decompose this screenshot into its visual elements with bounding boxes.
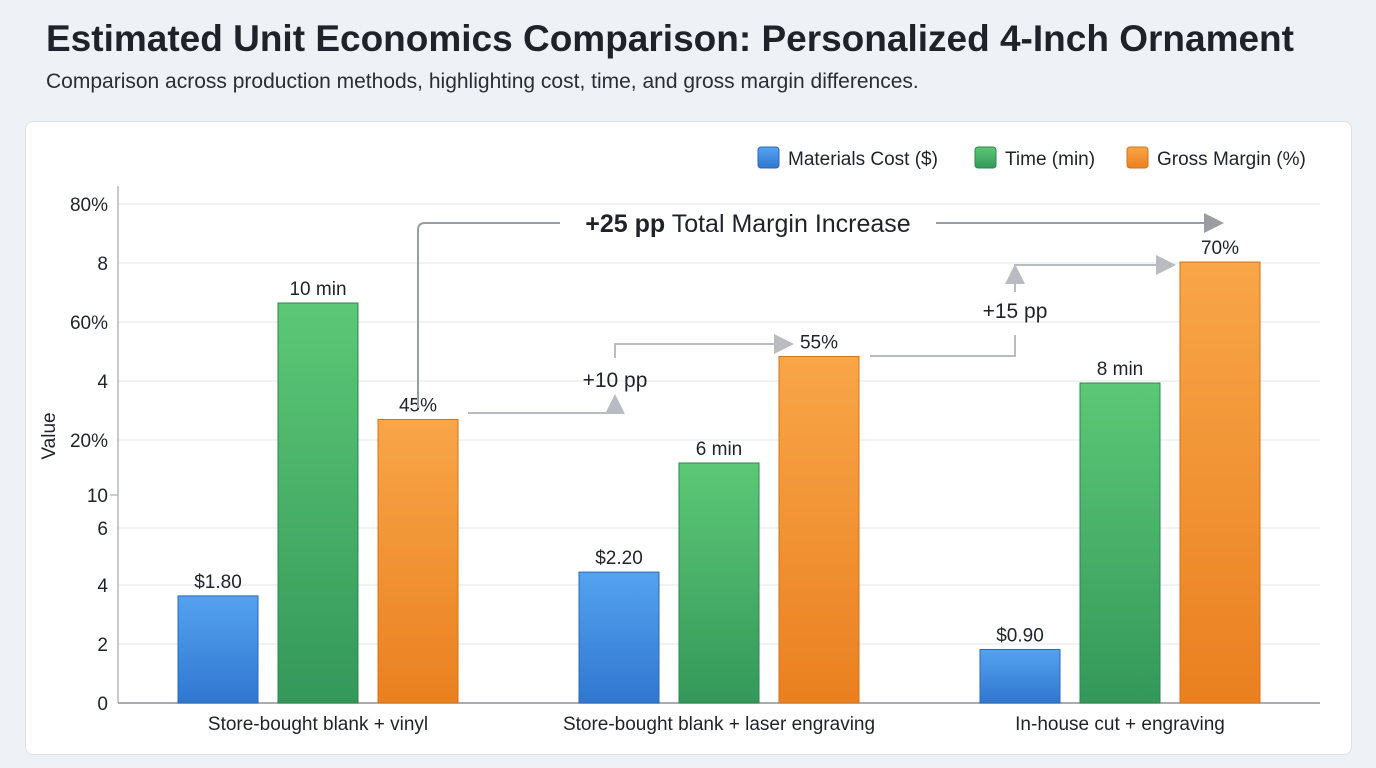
page-title: Estimated Unit Economics Comparison: Per… (46, 18, 1294, 59)
y-tick-label: 20% (70, 431, 108, 452)
data-label: $0.90 (996, 625, 1044, 646)
page-subtitle: Comparison across production methods, hi… (46, 70, 919, 93)
y-tick-label: 60% (70, 313, 108, 334)
step1-arrow-lower (468, 394, 625, 414)
step1-arrow-upper (614, 334, 794, 358)
legend-label: Time (min) (1005, 149, 1095, 170)
data-label: 8 min (1097, 359, 1143, 380)
legend-swatch (1126, 146, 1149, 169)
data-label: $2.20 (595, 548, 643, 569)
y-tick-label: 80% (70, 195, 108, 216)
bar (778, 356, 860, 704)
x-tick-label: Store-bought blank + vinyl (208, 714, 428, 735)
data-label: 55% (800, 333, 838, 354)
y-tick-label: 10 (87, 486, 108, 507)
bar (177, 595, 259, 704)
bar (979, 648, 1061, 704)
data-label: $1.80 (194, 572, 242, 593)
bar (277, 302, 359, 704)
x-tick-label: In-house cut + engraving (1015, 714, 1225, 735)
bar (1079, 382, 1161, 704)
y-tick-label: 2 (97, 635, 108, 656)
bar (578, 571, 660, 704)
total-margin-annotation: +25 pp Total Margin Increase (585, 210, 910, 238)
y-tick-label: 8 (97, 254, 108, 275)
data-label: 70% (1201, 238, 1239, 259)
legend-label: Materials Cost ($) (788, 149, 938, 170)
step2-arrow-lower (870, 335, 1016, 357)
data-label: 6 min (696, 439, 742, 460)
bar (1179, 261, 1261, 704)
legend-label: Gross Margin (%) (1157, 149, 1306, 170)
y-tick-label: 0 (97, 694, 108, 715)
legend-swatch (757, 146, 780, 169)
y-tick-label: 6 (97, 519, 108, 540)
data-label: 10 min (289, 279, 346, 300)
bar (377, 419, 459, 704)
total-bracket-line (417, 222, 560, 408)
step2-arrow-upper (1014, 255, 1176, 292)
legend-swatch (974, 146, 997, 169)
step1-annotation: +10 pp (583, 369, 648, 392)
y-tick-label: 4 (97, 372, 108, 393)
y-tick-label: 4 (97, 576, 108, 597)
step2-annotation: +15 pp (983, 300, 1048, 323)
bar (678, 462, 760, 704)
x-tick-label: Store-bought blank + laser engraving (563, 714, 875, 735)
y-axis-label: Value (39, 412, 60, 459)
